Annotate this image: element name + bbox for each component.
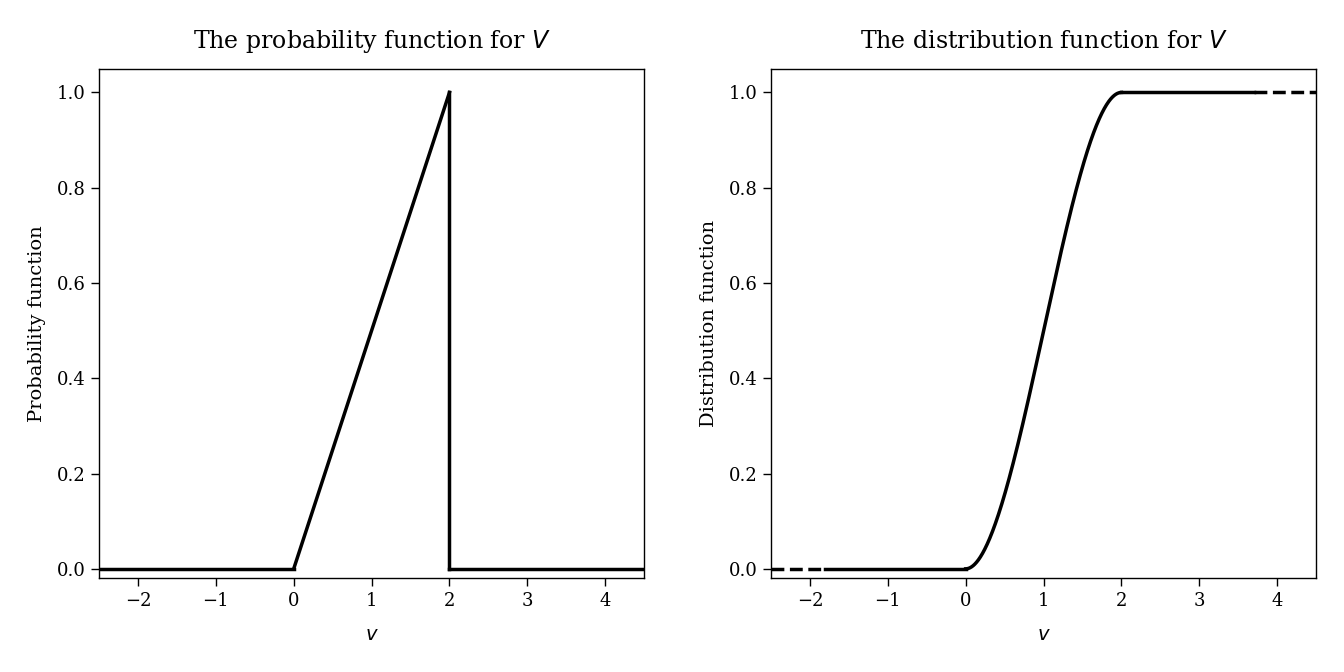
Title: The probability function for $V$: The probability function for $V$ [192, 28, 551, 55]
Title: The distribution function for $V$: The distribution function for $V$ [860, 30, 1227, 53]
Y-axis label: Probability function: Probability function [28, 225, 46, 422]
X-axis label: $v$: $v$ [1036, 626, 1051, 644]
Y-axis label: Distribution function: Distribution function [700, 220, 718, 427]
X-axis label: $v$: $v$ [364, 626, 379, 644]
